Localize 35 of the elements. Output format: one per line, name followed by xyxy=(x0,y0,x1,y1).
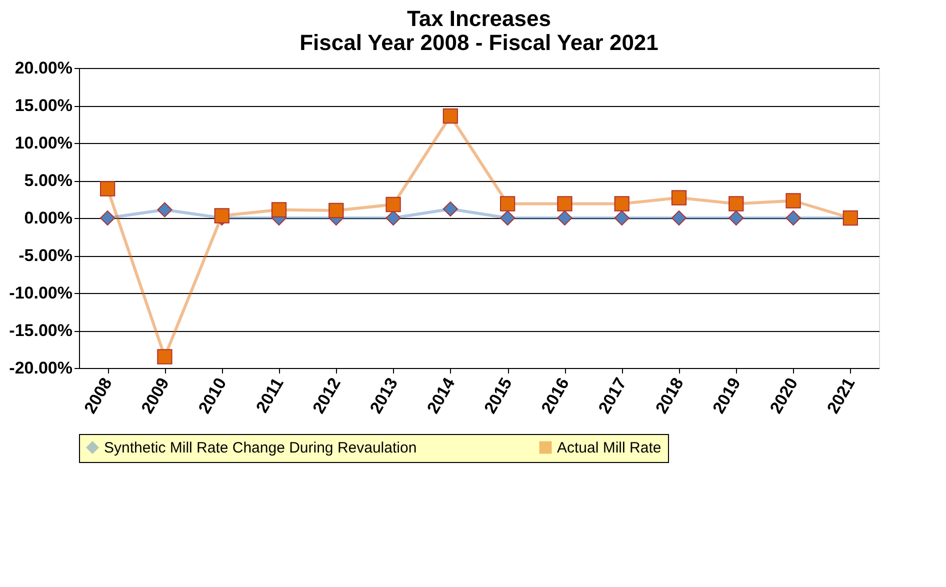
point xyxy=(671,210,687,226)
point xyxy=(214,208,230,224)
y-tick-label: 20.00% xyxy=(14,58,72,78)
point xyxy=(614,196,630,212)
point xyxy=(100,181,116,196)
y-tick-label: 5.00% xyxy=(24,171,72,190)
y-tick-label: 15.00% xyxy=(14,96,72,115)
y-tick-label: -5.00% xyxy=(18,246,72,265)
point xyxy=(557,196,572,212)
point xyxy=(500,210,516,226)
point xyxy=(728,196,744,212)
y-tick-label: -20.00% xyxy=(9,358,72,378)
point xyxy=(157,202,172,218)
point xyxy=(328,202,344,218)
point xyxy=(557,210,572,226)
y-tick-label: -10.00% xyxy=(9,284,72,302)
point xyxy=(157,349,172,364)
legend-label: Synthetic Mill Rate Change During Revaulation xyxy=(104,440,417,457)
point xyxy=(500,196,516,212)
point xyxy=(271,202,287,218)
point xyxy=(100,210,116,226)
point xyxy=(786,193,801,208)
legend-label: Actual Mill Rate xyxy=(557,440,662,457)
point xyxy=(442,108,458,124)
point xyxy=(386,196,401,212)
point xyxy=(386,210,401,226)
y-tick-label: 10.00% xyxy=(14,134,72,152)
point xyxy=(728,210,744,226)
point xyxy=(614,210,630,226)
point xyxy=(671,190,687,206)
chart-title: Tax Increases Fiscal Year 2008 - Fiscal Year 2021 xyxy=(300,6,658,55)
y-tick-label: -15.00% xyxy=(9,321,72,340)
y-tick-label: 0.00% xyxy=(24,208,72,228)
point xyxy=(786,210,801,226)
point xyxy=(442,201,458,217)
